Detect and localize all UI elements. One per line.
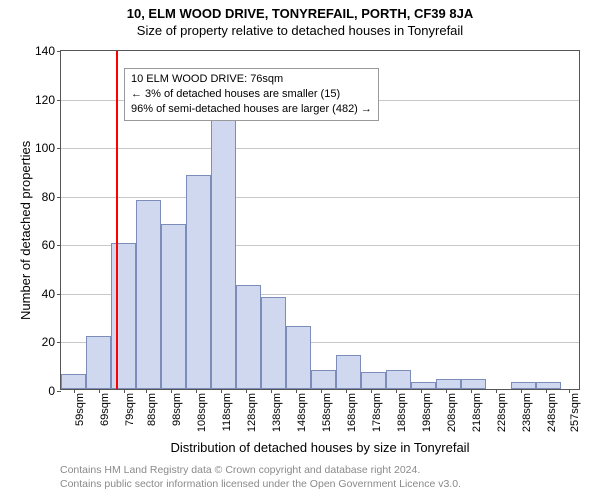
x-tick-label: 178sqm [371,393,383,432]
y-tick-label: 80 [42,190,55,204]
histogram-bar [136,200,161,389]
histogram-bar [86,336,111,389]
x-tick-label: 88sqm [146,393,158,426]
y-tick-label: 140 [35,44,55,58]
figure-container: 10, ELM WOOD DRIVE, TONYREFAIL, PORTH, C… [0,0,600,500]
y-axis-label: Number of detached properties [18,141,33,320]
histogram-bar [111,243,136,389]
x-tick-label: 228sqm [496,393,508,432]
y-tick-label: 120 [35,93,55,107]
y-tick-label: 20 [42,335,55,349]
x-tick-label: 108sqm [196,393,208,432]
x-tick-label: 138sqm [271,393,283,432]
annotation-line: 10 ELM WOOD DRIVE: 76sqm [131,72,372,87]
y-tick-mark [57,148,61,149]
histogram-bar [61,374,86,389]
y-tick-mark [57,100,61,101]
gridline [61,148,579,149]
histogram-bar [236,285,261,389]
y-tick-mark [57,294,61,295]
y-tick-label: 40 [42,287,55,301]
x-tick-label: 198sqm [421,393,433,432]
histogram-bar [436,379,461,389]
x-tick-label: 238sqm [521,393,533,432]
x-tick-label: 257sqm [569,393,581,432]
y-tick-label: 60 [42,238,55,252]
plot-area: 10 ELM WOOD DRIVE: 76sqm ← 3% of detache… [60,50,580,390]
y-tick-mark [57,197,61,198]
x-tick-label: 158sqm [321,393,333,432]
histogram-bar [211,117,236,389]
y-tick-label: 0 [48,384,55,398]
histogram-bar [461,379,486,389]
histogram-bar [311,370,336,389]
histogram-bar [386,370,411,389]
y-tick-mark [57,342,61,343]
y-tick-mark [57,391,61,392]
x-tick-label: 168sqm [346,393,358,432]
x-tick-label: 69sqm [99,393,111,426]
histogram-bar [411,382,436,389]
attribution-line: Contains public sector information licen… [60,478,461,490]
histogram-bar [161,224,186,389]
histogram-bar [536,382,561,389]
y-tick-label: 100 [35,141,55,155]
x-tick-label: 188sqm [396,393,408,432]
x-tick-label: 59sqm [74,393,86,426]
annotation-box: 10 ELM WOOD DRIVE: 76sqm ← 3% of detache… [124,68,379,121]
page-title: 10, ELM WOOD DRIVE, TONYREFAIL, PORTH, C… [0,0,600,21]
histogram-bar [261,297,286,389]
annotation-line: ← 3% of detached houses are smaller (15) [131,87,372,102]
y-tick-mark [57,51,61,52]
x-tick-label: 208sqm [446,393,458,432]
gridline [61,197,579,198]
x-tick-label: 218sqm [471,393,483,432]
annotation-line: 96% of semi-detached houses are larger (… [131,102,372,117]
y-tick-mark [57,245,61,246]
histogram-bar [361,372,386,389]
x-tick-label: 128sqm [246,393,258,432]
x-tick-label: 118sqm [221,393,233,431]
x-tick-label: 79sqm [124,393,136,426]
page-subtitle: Size of property relative to detached ho… [0,23,600,38]
histogram-bar [511,382,536,389]
histogram-bar [186,175,211,389]
x-tick-label: 98sqm [171,393,183,426]
histogram-bar [336,355,361,389]
x-axis-label: Distribution of detached houses by size … [60,440,580,455]
x-tick-label: 148sqm [296,393,308,432]
histogram-bar [286,326,311,389]
attribution-line: Contains HM Land Registry data © Crown c… [60,464,420,476]
reference-line [116,51,118,389]
x-tick-label: 248sqm [546,393,558,432]
